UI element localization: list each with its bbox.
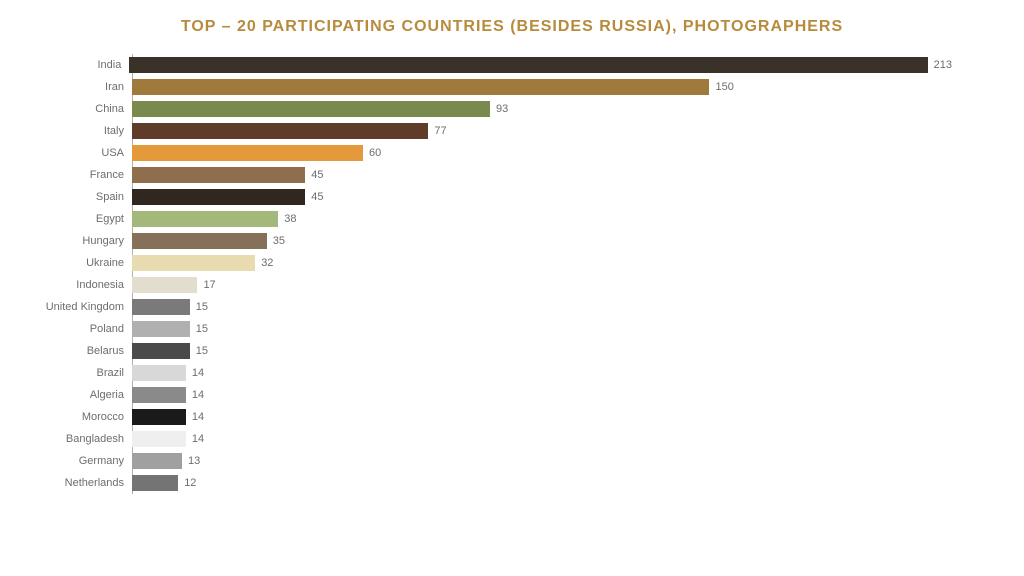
bar <box>132 321 190 337</box>
bar-value: 45 <box>311 191 323 203</box>
bar <box>132 79 709 95</box>
bar <box>132 365 186 381</box>
bar-row: USA 60 <box>22 142 952 164</box>
bar-value: 150 <box>715 81 733 93</box>
bar-value: 14 <box>192 389 204 401</box>
bar-value: 77 <box>434 125 446 137</box>
bar-label: Germany <box>22 455 124 467</box>
bar-value: 12 <box>184 477 196 489</box>
bar-value: 14 <box>192 411 204 423</box>
bar-row: Germany 13 <box>22 450 952 472</box>
chart-title: TOP – 20 PARTICIPATING COUNTRIES (BESIDE… <box>22 18 1002 36</box>
bar <box>132 299 190 315</box>
bar-value: 213 <box>934 59 952 71</box>
bar-row: France 45 <box>22 164 952 186</box>
bar <box>132 343 190 359</box>
bar <box>132 475 178 491</box>
bar-value: 45 <box>311 169 323 181</box>
bar-row: China 93 <box>22 98 952 120</box>
bar-row: Morocco 14 <box>22 406 952 428</box>
bar-label: Spain <box>22 191 124 203</box>
bar-row: Hungary 35 <box>22 230 952 252</box>
bar-value: 15 <box>196 345 208 357</box>
bar-label: Netherlands <box>22 477 124 489</box>
bar-label: Belarus <box>22 345 124 357</box>
bar-label: Morocco <box>22 411 124 423</box>
bar <box>132 211 278 227</box>
bar <box>132 189 305 205</box>
bar-value: 17 <box>203 279 215 291</box>
bar-row: India 213 <box>22 54 952 76</box>
bar-label: France <box>22 169 124 181</box>
bar-value: 35 <box>273 235 285 247</box>
bar-row: Algeria 14 <box>22 384 952 406</box>
bar-value: 15 <box>196 323 208 335</box>
bar-label: Iran <box>22 81 124 93</box>
bar-label: China <box>22 103 124 115</box>
bar-label: India <box>22 59 121 71</box>
bar-label: Hungary <box>22 235 124 247</box>
bar <box>132 453 182 469</box>
bar <box>132 167 305 183</box>
bar-value: 60 <box>369 147 381 159</box>
bar-label: USA <box>22 147 124 159</box>
bar-label: Ukraine <box>22 257 124 269</box>
bar-value: 93 <box>496 103 508 115</box>
bar <box>132 123 428 139</box>
bar-row: Bangladesh 14 <box>22 428 952 450</box>
bar-label: Brazil <box>22 367 124 379</box>
bar <box>132 233 267 249</box>
bar-value: 38 <box>284 213 296 225</box>
bar-row: Belarus 15 <box>22 340 952 362</box>
bar-row: United Kingdom 15 <box>22 296 952 318</box>
bar-value: 14 <box>192 367 204 379</box>
bar-label: Bangladesh <box>22 433 124 445</box>
bar-label: Italy <box>22 125 124 137</box>
bar-row: Netherlands 12 <box>22 472 952 494</box>
bar-value: 14 <box>192 433 204 445</box>
bar-row: Egypt 38 <box>22 208 952 230</box>
bar-label: Indonesia <box>22 279 124 291</box>
bar <box>132 409 186 425</box>
bar-row: Spain 45 <box>22 186 952 208</box>
bar <box>132 277 197 293</box>
bar-row: Poland 15 <box>22 318 952 340</box>
bar-label: Poland <box>22 323 124 335</box>
bars-area: India213Iran150China93Italy77USA60France… <box>132 54 952 494</box>
bar <box>132 101 490 117</box>
bar-label: United Kingdom <box>22 301 124 313</box>
bar-row: Ukraine 32 <box>22 252 952 274</box>
bar-label: Egypt <box>22 213 124 225</box>
bar-row: Brazil 14 <box>22 362 952 384</box>
bar-row: Iran 150 <box>22 76 952 98</box>
chart-container: TOP – 20 PARTICIPATING COUNTRIES (BESIDE… <box>0 0 1024 494</box>
bar-value: 32 <box>261 257 273 269</box>
bar-value: 15 <box>196 301 208 313</box>
bar-row: Indonesia 17 <box>22 274 952 296</box>
bar <box>132 255 255 271</box>
rows-wrap: India 213 Iran 150 China 93 Italy 77 USA 60 France… <box>22 54 952 494</box>
bar <box>132 431 186 447</box>
bar-row: Italy 77 <box>22 120 952 142</box>
bar <box>132 387 186 403</box>
bar-value: 13 <box>188 455 200 467</box>
bar-label: Algeria <box>22 389 124 401</box>
bar <box>129 57 927 73</box>
bar <box>132 145 363 161</box>
